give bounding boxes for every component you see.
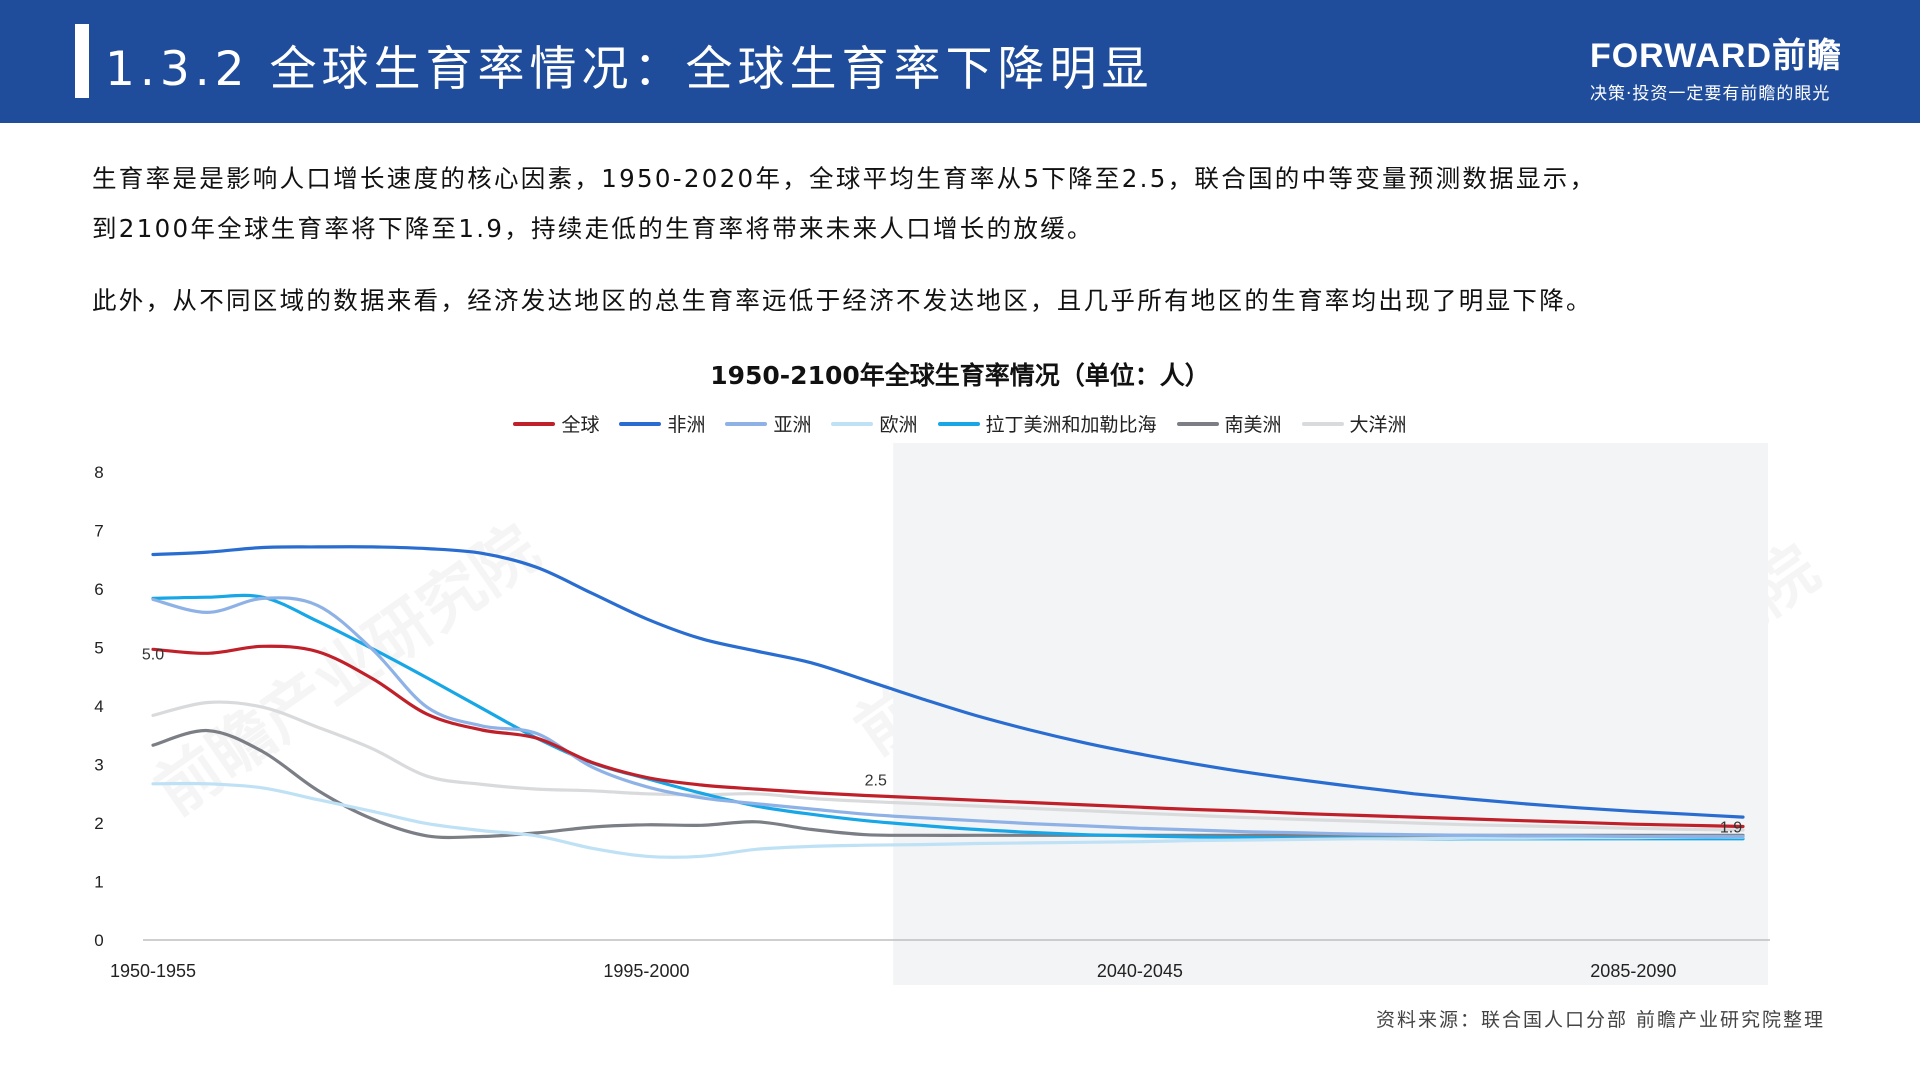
series-line [151,545,1745,819]
series-line [151,781,1745,859]
legend-label: 拉丁美洲和加勒比海 [985,414,1157,436]
y-tick-label: 6 [94,580,103,599]
x-tick-label: 2085-2090 [1590,961,1676,981]
page-title: 1.3.2 全球生育率情况：全球生育率下降明显 [105,42,1154,97]
x-tick-label: 1995-2000 [603,961,689,981]
legend-item: 全球 [513,410,599,437]
data-label: 2.5 [865,773,887,790]
legend-item: 拉丁美洲和加勒比海 [937,410,1157,437]
legend-swatch [725,421,768,426]
legend-swatch [513,421,556,426]
header-banner: 1.3.2 全球生育率情况：全球生育率下降明显 FORWARD前瞻 决策·投资一… [0,0,1920,123]
series-line [151,596,1745,839]
series-line [151,644,1745,829]
legend-label: 全球 [561,414,600,436]
legend-label: 亚洲 [773,414,812,436]
source-note: 资料来源：联合国人口分部 前瞻产业研究院整理 [1375,1009,1825,1031]
legend-label: 非洲 [667,414,706,436]
data-label: 5.0 [142,646,164,663]
legend-label: 大洋洲 [1349,414,1407,436]
intro-paragraph: 生育率是是影响人口增长速度的核心因素，1950-2020年，全球平均生育率从5下… [92,154,1596,254]
legend-label: 南美洲 [1224,414,1282,436]
legend-item: 南美洲 [1176,410,1282,437]
chart-title: 1950-2100年全球生育率情况（单位：人） [710,361,1210,390]
regional-paragraph: 此外，从不同区域的数据来看，经济发达地区的总生育率远低于经济不发达地区，且几乎所… [92,286,1593,315]
title-accent-bar [75,24,89,98]
chart-legend: 全球 非洲 亚洲 欧洲 拉丁美洲和加勒比海 南美洲 大洋洲 [0,410,1920,437]
y-tick-label: 7 [94,522,103,541]
brand-tagline: 决策·投资一定要有前瞻的眼光 [1589,84,1831,104]
y-tick-label: 8 [94,463,103,482]
series-line [151,700,1745,832]
legend-item: 亚洲 [725,410,811,437]
x-tick-label: 2040-2045 [1097,961,1183,981]
brand-logo-text: FORWARD前瞻 [1589,37,1842,75]
legend-swatch [831,421,874,426]
legend-item: 欧洲 [831,410,918,437]
y-tick-label: 0 [94,931,103,950]
y-tick-label: 2 [94,814,103,833]
legend-swatch [1176,421,1219,426]
y-tick-label: 3 [94,756,103,775]
projection-shaded-area [893,443,1768,985]
y-tick-label: 1 [94,873,103,892]
brand-logo: FORWARD前瞻 决策·投资一定要有前瞻的眼光 [1590,28,1842,104]
x-tick-label: 1950-1955 [110,961,196,981]
data-label: 1.9 [1720,820,1742,837]
legend-swatch [937,421,980,426]
legend-swatch [619,421,662,426]
intro-line-1: 生育率是是影响人口增长速度的核心因素，1950-2020年，全球平均生育率从5下… [92,164,1597,193]
y-tick-label: 5 [94,639,103,658]
intro-line-2: 到2100年全球生育率将下降至1.9，持续走低的生育率将带来未来人口增长的放缓。 [92,214,1094,243]
legend-swatch [1301,421,1344,426]
legend-label: 欧洲 [879,414,918,436]
y-tick-label: 4 [94,697,103,716]
legend-item: 大洋洲 [1301,410,1407,437]
legend-item: 非洲 [619,410,705,437]
